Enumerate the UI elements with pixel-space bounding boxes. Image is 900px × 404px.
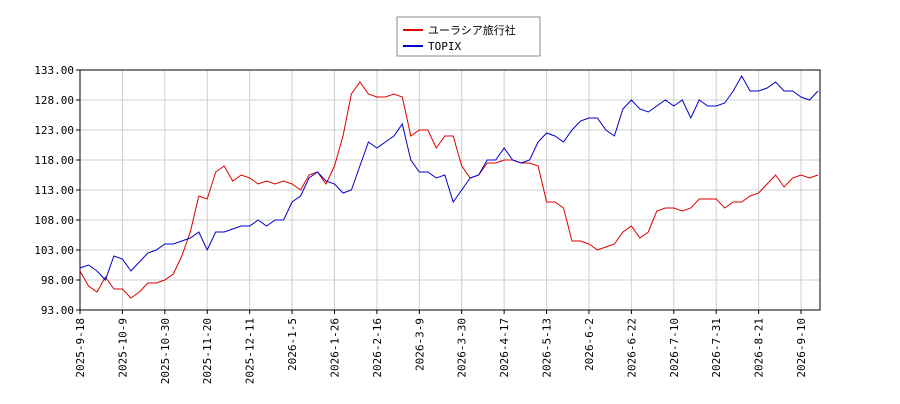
x-tick-label: 2025-10-9 — [116, 318, 129, 378]
y-tick-label: 133.00 — [34, 64, 74, 77]
x-tick-label: 2026-2-16 — [371, 318, 384, 378]
x-tick-label: 2025-10-30 — [159, 318, 172, 384]
y-tick-label: 103.00 — [34, 244, 74, 257]
x-tick-label: 2026-8-21 — [753, 318, 766, 378]
y-tick-label: 98.00 — [41, 274, 74, 287]
x-tick-label: 2026-5-13 — [541, 318, 554, 378]
x-tick-label: 2025-9-18 — [74, 318, 87, 378]
series-line — [79, 74, 819, 281]
x-tick-label: 2025-11-20 — [201, 318, 214, 384]
x-tick-label: 2025-12-11 — [244, 318, 257, 384]
y-tick-label: 108.00 — [34, 214, 74, 227]
series-line — [79, 81, 819, 299]
x-tick-label: 2026-9-10 — [795, 318, 808, 378]
x-tick-label: 2026-6-2 — [583, 318, 596, 371]
legend-label: TOPIX — [428, 40, 461, 53]
x-tick-label: 2026-3-9 — [413, 318, 426, 371]
y-tick-label: 118.00 — [34, 154, 74, 167]
x-tick-label: 2026-3-30 — [456, 318, 469, 378]
x-tick-label: 2026-1-5 — [286, 318, 299, 371]
y-tick-label: 93.00 — [41, 304, 74, 317]
legend: ユーラシア旅行社 TOPIX — [396, 16, 541, 57]
x-tick-label: 2026-4-17 — [498, 318, 511, 378]
x-tick-label: 2026-7-31 — [710, 318, 723, 378]
x-tick-label: 2026-7-10 — [668, 318, 681, 378]
x-tick-label: 2026-6-22 — [625, 318, 638, 378]
y-tick-label: 113.00 — [34, 184, 74, 197]
legend-label: ユーラシア旅行社 — [428, 23, 516, 37]
legend-box — [396, 16, 541, 57]
x-tick-label: 2026-1-26 — [328, 318, 341, 378]
y-tick-label: 128.00 — [34, 94, 74, 107]
y-tick-label: 123.00 — [34, 124, 74, 137]
